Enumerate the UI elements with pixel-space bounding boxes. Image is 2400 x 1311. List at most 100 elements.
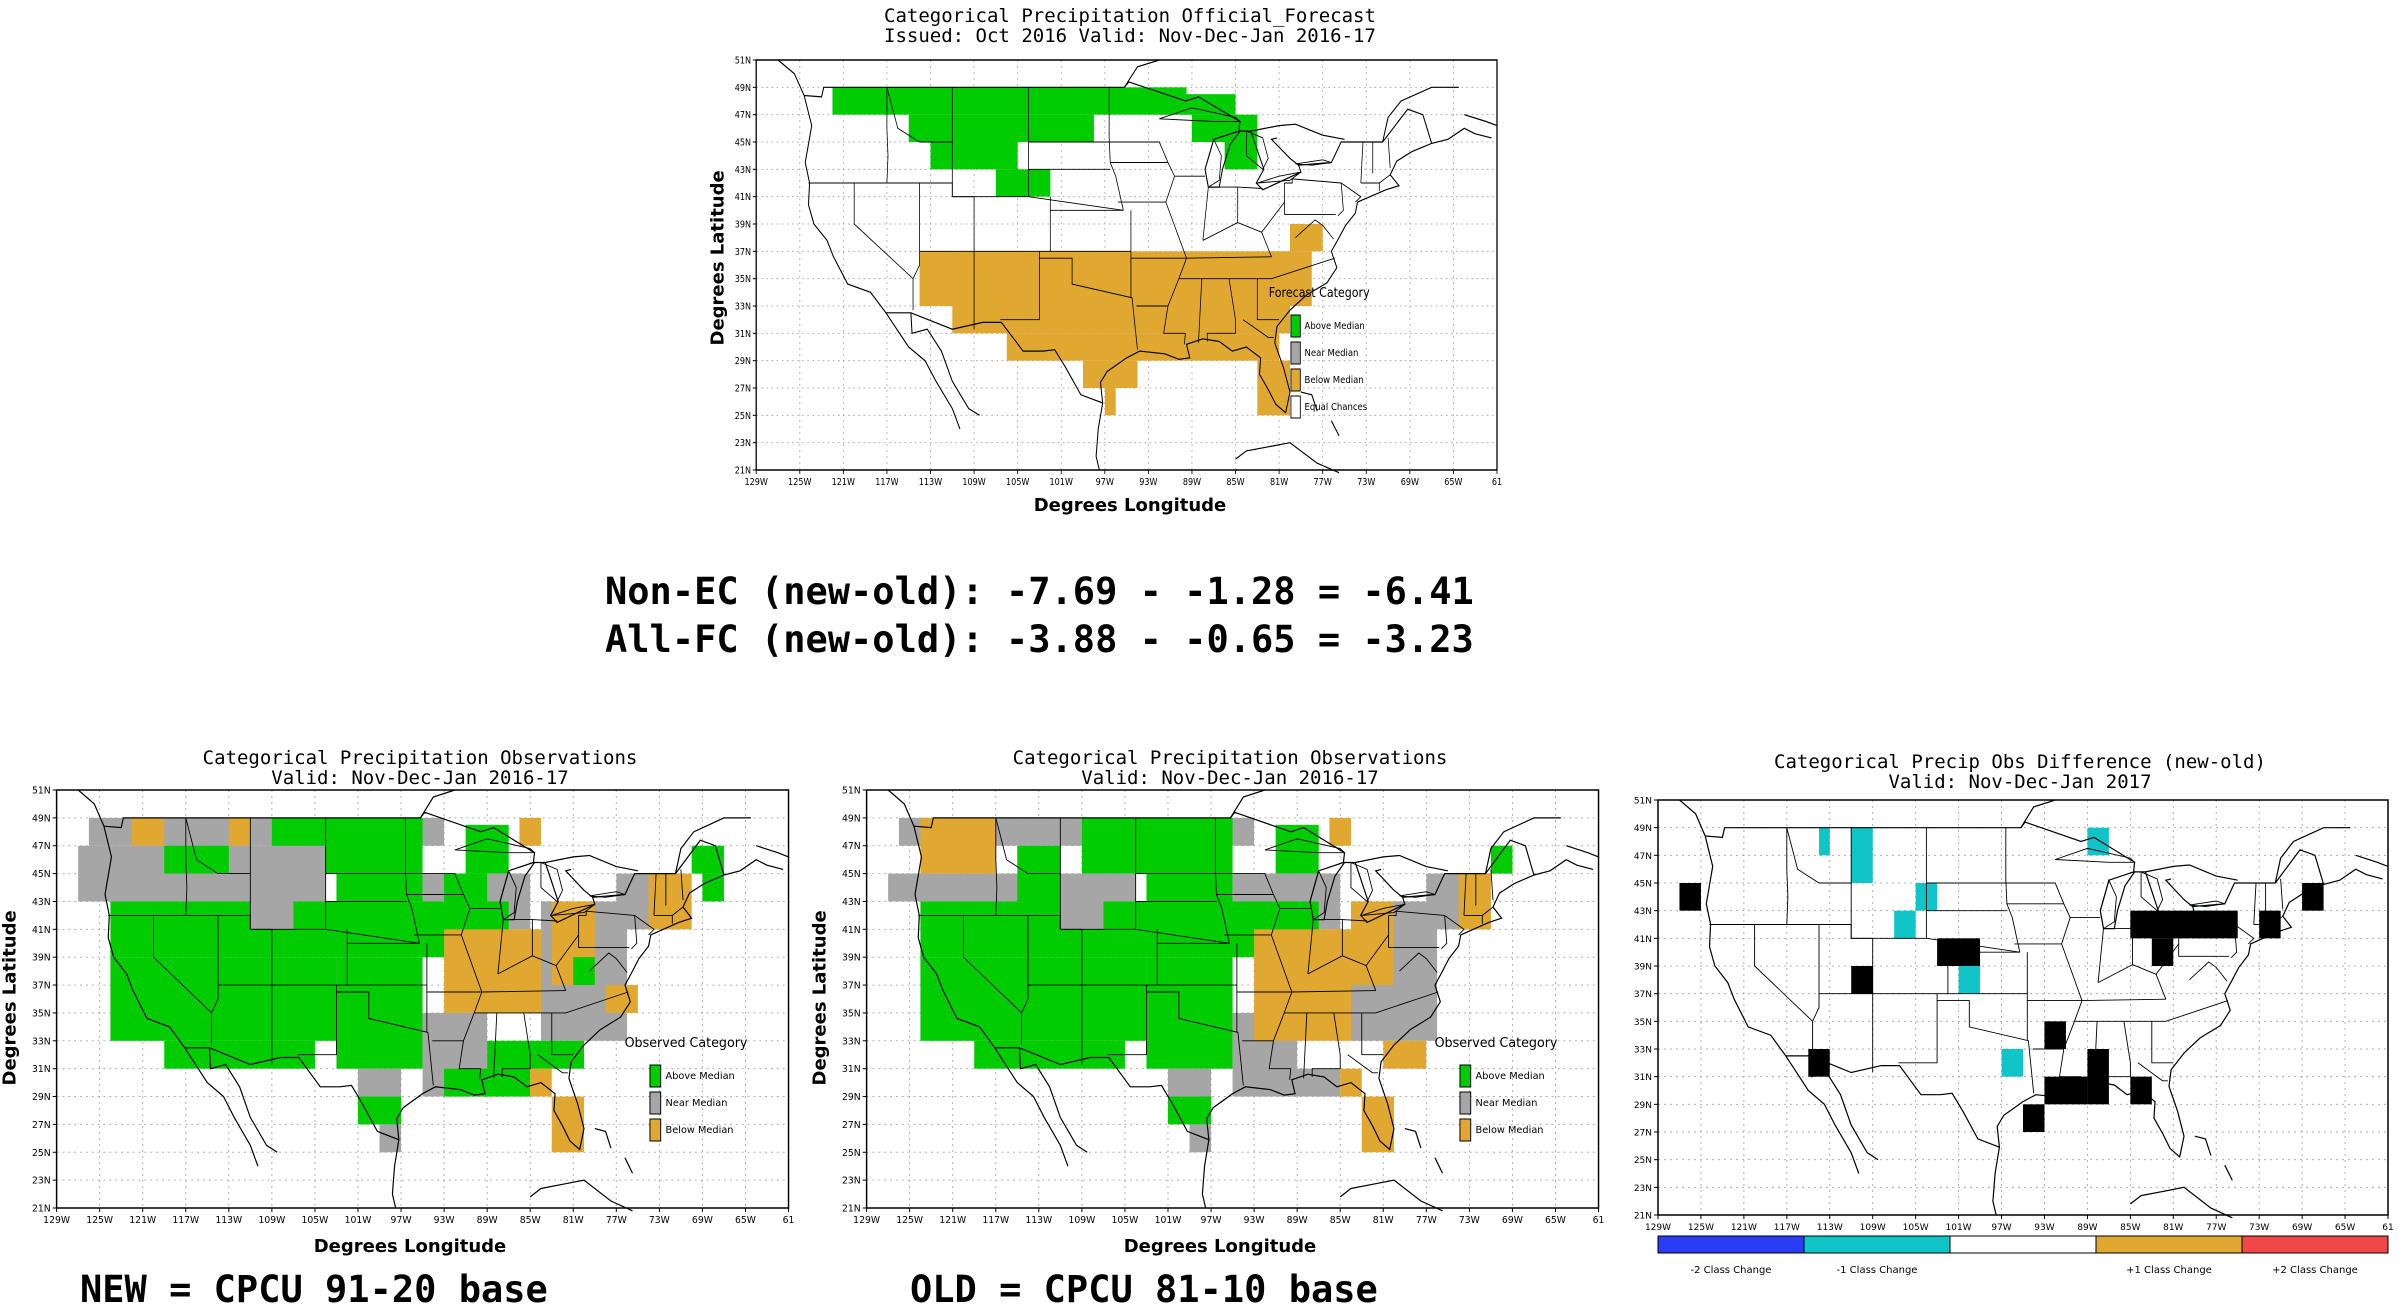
lat-tick-label: 37N xyxy=(1634,990,1652,1000)
lat-tick-label: 39N xyxy=(735,220,751,231)
lon-tick-label: 85W xyxy=(1330,1215,1351,1226)
coastline xyxy=(1229,789,1266,819)
lon-tick-label: 93W xyxy=(434,1215,455,1226)
lat-tick-label: 39N xyxy=(842,953,861,964)
cell-above xyxy=(691,845,724,874)
lon-tick-label: 113W xyxy=(1817,1223,1843,1233)
coastline xyxy=(887,789,915,827)
cell-minus1 xyxy=(1894,910,1916,939)
cell-plus1 xyxy=(2023,1104,2045,1132)
coastline xyxy=(1431,127,1492,144)
great-lake xyxy=(1246,130,1269,170)
cell-above xyxy=(1159,94,1236,115)
legend-label: Below Median xyxy=(1476,1125,1544,1136)
state-boundary xyxy=(1360,141,1364,184)
state-boundary xyxy=(2093,1021,2098,1087)
coastline xyxy=(391,1139,400,1209)
state-boundary xyxy=(2151,1021,2174,1064)
lon-tick-label: 97W xyxy=(1201,1215,1222,1226)
cell-above xyxy=(1275,824,1319,874)
obs-new-map: 21N 23N 25N 27N 29N 31N 33N 35N 37N 39N 41N 43N 45N 4… xyxy=(32,785,794,1226)
map-frame xyxy=(55,789,790,1209)
state-boundary xyxy=(1117,175,1206,203)
great-lake xyxy=(1350,862,1373,903)
state-boundary xyxy=(995,914,1061,930)
state-boundary xyxy=(1379,174,1391,184)
state-boundary xyxy=(1178,257,1335,280)
cell-above xyxy=(908,114,1094,142)
state-boundary xyxy=(1146,991,1244,1086)
state-boundary xyxy=(1261,232,1272,257)
lon-tick-label: 81W xyxy=(1373,1215,1394,1226)
lat-tick-label: 43N xyxy=(1634,907,1652,917)
state-boundary xyxy=(1028,196,1124,211)
lon-tick-label: 89W xyxy=(2077,1223,2097,1233)
cell-above xyxy=(974,1040,1125,1069)
obs-old-title: Categorical Precipitation Observations xyxy=(1012,747,1448,769)
coastline xyxy=(1235,442,1340,474)
us-outline xyxy=(1704,821,2325,1159)
legend-swatch xyxy=(649,1064,662,1088)
legend-title: Forecast Category xyxy=(1269,285,1370,300)
cell-below xyxy=(1254,929,1351,1041)
map-frame xyxy=(755,59,1498,471)
cell-below xyxy=(1458,873,1491,930)
coastline xyxy=(1355,854,1448,872)
lat-tick-label: 23N xyxy=(842,1176,861,1187)
lat-tick-label: 35N xyxy=(735,275,751,286)
lon-tick-label: 85W xyxy=(2120,1223,2140,1233)
cell-plus1 xyxy=(1808,1049,1830,1077)
lon-tick-label: 109W xyxy=(962,477,986,488)
state-boundary xyxy=(1256,278,1280,321)
state-boundary xyxy=(108,817,188,916)
legend-label: Near Median xyxy=(1476,1098,1538,1109)
state-boundary xyxy=(1109,141,1175,177)
coastline xyxy=(910,312,980,416)
lat-tick-label: 27N xyxy=(32,1120,51,1131)
legend-swatch xyxy=(649,1091,662,1115)
lon-tick-label: 129W xyxy=(853,1215,880,1226)
lat-tick-label: 29N xyxy=(32,1092,51,1103)
forecast-xlabel: Degrees Longitude xyxy=(1033,495,1227,516)
lat-tick-label: 23N xyxy=(1634,1184,1652,1194)
lat-tick-label: 21N xyxy=(32,1203,51,1214)
great-lake xyxy=(1204,138,1222,188)
boundaries xyxy=(1679,799,2389,1219)
cell-above xyxy=(1167,1096,1212,1125)
lat-tick-label: 45N xyxy=(735,138,751,149)
lat-tick-label: 47N xyxy=(32,841,51,852)
lon-tick-label: 113W xyxy=(215,1215,242,1226)
cell-minus1 xyxy=(1819,827,1830,856)
coastline xyxy=(624,1157,634,1174)
class-change-segment xyxy=(2095,1235,2243,1254)
lon-tick-label: 129W xyxy=(744,477,768,488)
cell-below xyxy=(920,817,996,874)
legend-swatch xyxy=(1459,1064,1472,1088)
lat-tick-label: 43N xyxy=(735,165,751,176)
state-boundary xyxy=(1365,965,1377,991)
legend-label: Above Median xyxy=(1476,1071,1545,1082)
lon-tick-label: 105W xyxy=(1006,477,1030,488)
state-boundary xyxy=(1242,319,1274,338)
state-boundary xyxy=(1441,915,1448,950)
cell-below xyxy=(1350,901,1395,986)
lat-tick-label: 47N xyxy=(1634,852,1652,862)
state-boundary xyxy=(1284,991,1439,1014)
lat-tick-label: 27N xyxy=(735,384,751,395)
state-boundary xyxy=(1872,993,1938,1064)
coastline xyxy=(184,1047,259,1167)
cell-plus1 xyxy=(1851,966,1873,994)
diff-title: Categorical Precip Obs Difference (new-o… xyxy=(1774,751,2266,773)
lat-tick-label: 33N xyxy=(842,1036,861,1047)
legend-swatch xyxy=(1459,1091,1472,1115)
state-boundary xyxy=(497,919,504,974)
legend-swatch xyxy=(1290,341,1301,365)
state-boundary xyxy=(1463,873,1467,916)
lon-tick-label: 97W xyxy=(391,1215,412,1226)
state-boundary xyxy=(578,934,630,948)
diff-subtitle: Valid: Nov-Dec-Jan 2017 xyxy=(1888,771,2152,793)
cell-below xyxy=(1329,817,1351,846)
coastline xyxy=(208,1047,278,1153)
state-boundary xyxy=(2132,924,2180,975)
cell-below xyxy=(1257,360,1291,416)
